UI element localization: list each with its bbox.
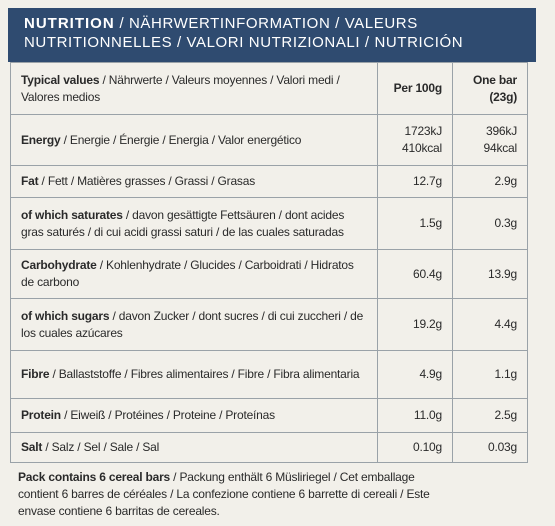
label-bold: Energy — [21, 132, 61, 147]
header-rest: / NÄHRWERTINFORMATION / VALEURS NUTRITIO… — [24, 15, 464, 51]
value-cell: 4.9g — [377, 350, 453, 399]
value: 19.2g — [412, 317, 442, 331]
label-bold: Protein — [21, 408, 61, 422]
row: Energy / Energie / Énergie / Energia / V… — [10, 114, 528, 166]
label-rest: / Nährwerte / Valeurs moyennes / Valori … — [21, 72, 340, 104]
value-cell: 0.10g — [377, 432, 453, 463]
label-bold: Fat — [21, 174, 39, 188]
value: 0.10g — [412, 440, 442, 454]
label-rest: / Fett / Matières grasses / Grassi / Gra… — [41, 174, 256, 188]
column-header-row: Typical values / Nährwerte / Valeurs moy… — [10, 62, 528, 115]
row: Fibre / Ballaststoffe / Fibres alimentai… — [10, 350, 528, 399]
label-bold: of which sugars — [21, 308, 110, 323]
label-bold: Typical values — [21, 72, 100, 87]
value-cell: 4.4g — [452, 298, 528, 351]
col-head: Per 100g — [377, 62, 453, 115]
footer-bold: Pack contains 6 cereal bars — [18, 470, 171, 484]
col-text: Per 100g — [393, 81, 443, 95]
label-cell: of which sugars / davon Zucker / dont su… — [10, 298, 378, 351]
value-cell: 19.2g — [377, 298, 453, 351]
label-cell: Salt / Salz / Sel / Sale / Sal — [10, 432, 378, 463]
value: 2.5g — [494, 408, 517, 422]
value: 2.9g — [494, 174, 517, 188]
row: Protein / Eiweiß / Protéines / Proteine … — [10, 398, 528, 433]
header: NUTRITION / NÄHRWERTINFORMATION / VALEUR… — [8, 8, 536, 62]
header-bold: NUTRITION — [24, 15, 115, 32]
value-cell: 0.3g — [452, 197, 528, 250]
label-cell: Carbohydrate / Kohlenhydrate / Glucides … — [10, 249, 378, 299]
value-cell: 1.1g — [452, 350, 528, 399]
row: of which sugars / davon Zucker / dont su… — [10, 298, 528, 351]
value-cell: 2.9g — [452, 165, 528, 198]
value: 1.1g — [494, 367, 517, 381]
value: 1723kJ — [404, 124, 443, 138]
value: 396kJ — [485, 124, 517, 138]
value: 13.9g — [487, 266, 517, 281]
row: of which saturates / davon gesättigte Fe… — [10, 197, 528, 250]
value-cell: 60.4g — [377, 249, 453, 299]
value: 0.3g — [494, 216, 517, 230]
label-cell: Fibre / Ballaststoffe / Fibres alimentai… — [10, 350, 378, 399]
label-rest: / Ballaststoffe / Fibres alimentaires / … — [52, 367, 360, 381]
row: Salt / Salz / Sel / Sale / Sal 0.10g 0.03g — [10, 432, 528, 463]
value: 60.4g — [412, 266, 442, 281]
col-head: One bar (23g) — [452, 62, 528, 115]
value: 94kcal — [483, 141, 518, 155]
value-cell: 12.7g — [377, 165, 453, 198]
label-bold: Carbohydrate — [21, 258, 97, 272]
label-bold: Fibre — [21, 367, 50, 381]
label-rest: / Eiweiß / Protéines / Proteine / Proteí… — [64, 408, 275, 422]
value-cell: 1723kJ 410kcal — [377, 114, 453, 166]
col-text: One bar — [473, 72, 517, 87]
value: 1.5g — [419, 216, 442, 230]
label-bold: of which saturates — [21, 207, 123, 222]
value: 410kcal — [402, 141, 442, 155]
label-rest: / Kohlenhydrate / Glucides / Carboidrati… — [21, 258, 354, 289]
row: Carbohydrate / Kohlenhydrate / Glucides … — [10, 249, 528, 299]
value-cell: 13.9g — [452, 249, 528, 299]
value-cell: 396kJ 94kcal — [452, 114, 528, 166]
value: 4.9g — [419, 367, 442, 381]
label-rest: / davon Zucker / dont sucres / di cui zu… — [21, 308, 364, 340]
footer-rest: / Packung enthält 6 Müsliriegel / Cet em… — [18, 470, 430, 518]
footer: Pack contains 6 cereal bars / Packung en… — [18, 469, 438, 520]
col-text: (23g) — [489, 89, 517, 104]
value-cell: 1.5g — [377, 197, 453, 250]
label-cell: Typical values / Nährwerte / Valeurs moy… — [10, 62, 378, 115]
nutrition-table: Typical values / Nährwerte / Valeurs moy… — [10, 62, 528, 463]
value-cell: 0.03g — [452, 432, 528, 463]
label-rest: / davon gesättigte Fettsäuren / dont aci… — [21, 207, 345, 239]
label-cell: of which saturates / davon gesättigte Fe… — [10, 197, 378, 250]
value-cell: 2.5g — [452, 398, 528, 433]
value: 12.7g — [412, 174, 442, 188]
value: 11.0g — [413, 408, 442, 422]
label-cell: Energy / Energie / Énergie / Energia / V… — [10, 114, 378, 166]
label-rest: / Salz / Sel / Sale / Sal — [45, 440, 160, 454]
value: 4.4g — [494, 317, 517, 331]
label-rest: / Energie / Énergie / Energia / Valor en… — [63, 132, 302, 147]
row: Fat / Fett / Matières grasses / Grassi /… — [10, 165, 528, 198]
value-cell: 11.0g — [377, 398, 453, 433]
label-cell: Fat / Fett / Matières grasses / Grassi /… — [10, 165, 378, 198]
label-bold: Salt — [21, 440, 43, 454]
value: 0.03g — [487, 440, 517, 454]
label-cell: Protein / Eiweiß / Protéines / Proteine … — [10, 398, 378, 433]
